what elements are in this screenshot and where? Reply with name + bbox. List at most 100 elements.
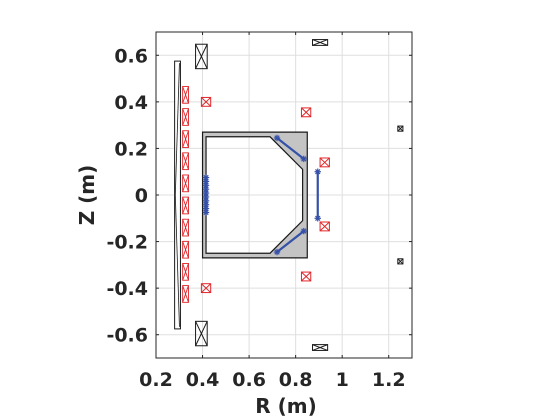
y-tick-label: 0.6: [114, 45, 148, 67]
axes: [155, 31, 413, 359]
pf-coil-black: [312, 344, 329, 351]
solenoid-coil: [182, 130, 189, 148]
solenoid-coil-cross-b: [182, 86, 189, 104]
pf-coil-red-box: [300, 271, 312, 282]
solenoid-coil-cross-b: [182, 241, 189, 259]
pf-coil-red: [319, 157, 330, 168]
pf-coil-black-cross-b: [195, 321, 208, 346]
y-tick-label: 0: [135, 185, 148, 207]
central-column-line: [174, 194, 180, 327]
x-tick-label: 0.4: [186, 369, 220, 391]
probe-marker: [314, 168, 321, 175]
pf-coil-red: [319, 221, 330, 232]
pf-coil-red: [300, 271, 312, 282]
solenoid-coil-cross-b: [182, 263, 189, 281]
x-tick-label: 1: [336, 369, 349, 391]
probe-array-line: [276, 230, 305, 253]
solenoid-coil: [182, 263, 189, 281]
probe-marker: [273, 134, 281, 142]
pf-coil-black-cross-b: [397, 258, 404, 265]
pf-coil-black-box: [312, 39, 329, 46]
solenoid-coil: [182, 108, 189, 126]
pf-coil-black-cross-b: [312, 344, 328, 351]
probe-marker-stroke: [203, 190, 209, 196]
pf-coil-red-box: [200, 96, 212, 107]
pf-coil-black-box: [397, 125, 404, 132]
pf-coil-black: [397, 258, 404, 265]
solenoid-coil-cross-b: [182, 196, 189, 215]
pf-coil-red-box: [300, 107, 312, 118]
x-axis-label: R (m): [255, 394, 316, 418]
pf-coil-red: [200, 96, 212, 107]
solenoid-coil-box: [182, 196, 189, 215]
pf-coil-black-cross-b: [195, 44, 208, 69]
x-tick-label: 1.2: [372, 369, 406, 391]
pf-coil-black: [397, 125, 404, 132]
pf-coil-red-cross-b: [319, 157, 330, 168]
probe-marker-stroke: [315, 169, 321, 175]
probe-marker-stroke: [203, 198, 209, 204]
y-tick-label: -0.2: [106, 232, 148, 254]
solenoid-coil-box: [182, 240, 189, 259]
solenoid-coil-cross-b: [182, 285, 189, 303]
x-tick-label: 0.8: [279, 369, 313, 391]
pf-coil-black: [195, 43, 208, 70]
probe-marker-stroke: [203, 178, 209, 185]
pf-coil-red-box: [200, 283, 212, 294]
y-tick-label: -0.6: [106, 325, 148, 347]
pf-coil-red-cross-b: [319, 221, 330, 232]
pf-coil-red-box: [319, 221, 330, 232]
probe-marker: [202, 209, 210, 216]
solenoid-coil-box: [182, 108, 189, 126]
solenoid-coil-cross-b: [182, 152, 189, 170]
solenoid-coil-box: [182, 218, 189, 237]
pf-coil-red-box: [319, 157, 330, 168]
pf-coil-black: [195, 320, 208, 347]
solenoid-coil-cross-b: [182, 130, 189, 148]
probe-marker-stroke: [203, 186, 209, 192]
pf-coil-red-cross-b: [301, 271, 312, 282]
pf-coil-black: [312, 39, 329, 46]
pf-coil-black-box: [195, 320, 208, 347]
probe-marker-stroke: [203, 174, 209, 181]
probe-marker: [273, 248, 281, 256]
vacuum-vessel: [201, 131, 308, 259]
pf-coil-red-cross-b: [201, 283, 212, 293]
probe-marker-stroke: [301, 156, 307, 162]
probe-marker-stroke: [274, 249, 280, 255]
probe-marker: [314, 215, 321, 222]
solenoid-coil-box: [182, 285, 189, 303]
solenoid-coil-box: [182, 86, 189, 104]
solenoid-coil: [182, 174, 189, 193]
pf-coil-black-box: [397, 258, 404, 265]
solenoid-coil-box: [182, 152, 189, 171]
solenoid-coil-box: [182, 174, 189, 193]
y-tick-label: 0.2: [114, 138, 148, 160]
solenoid-coil-cross-b: [182, 108, 189, 126]
probe-marker-stroke: [203, 202, 209, 208]
y-tick-label: -0.4: [106, 278, 148, 300]
probe-marker-stroke: [203, 205, 209, 212]
probe-marker-stroke: [301, 228, 307, 234]
probe-marker: [300, 227, 307, 235]
solenoid-coil: [182, 152, 189, 171]
solenoid-coil: [182, 218, 189, 237]
solenoid-coil-box: [182, 263, 189, 281]
x-tick-label: 0.2: [139, 369, 173, 391]
probe-marker: [300, 155, 307, 163]
solenoid-coil: [182, 86, 189, 104]
solenoid-coil-cross-b: [182, 219, 189, 237]
pf-coil-red: [300, 107, 312, 118]
pf-coil-black-box: [195, 43, 208, 70]
central-column-line: [174, 63, 180, 196]
tick-labels: 0.2 0.4 0.6 0.8 1 1.2 0.6 0.4 0.2 0 -0.2 -0.4 -0.6: [106, 45, 405, 391]
y-tick-label: 0.4: [114, 92, 148, 114]
probe-marker-stroke: [203, 209, 209, 216]
pf-coil-black-cross-b: [312, 39, 328, 46]
probe-marker-stroke: [315, 215, 321, 221]
pf-coil-black-cross-b: [397, 125, 404, 132]
solenoid-coil-cross-b: [182, 174, 189, 192]
pf-coil-red-cross-b: [301, 107, 312, 118]
x-tick-label: 0.6: [232, 369, 266, 391]
